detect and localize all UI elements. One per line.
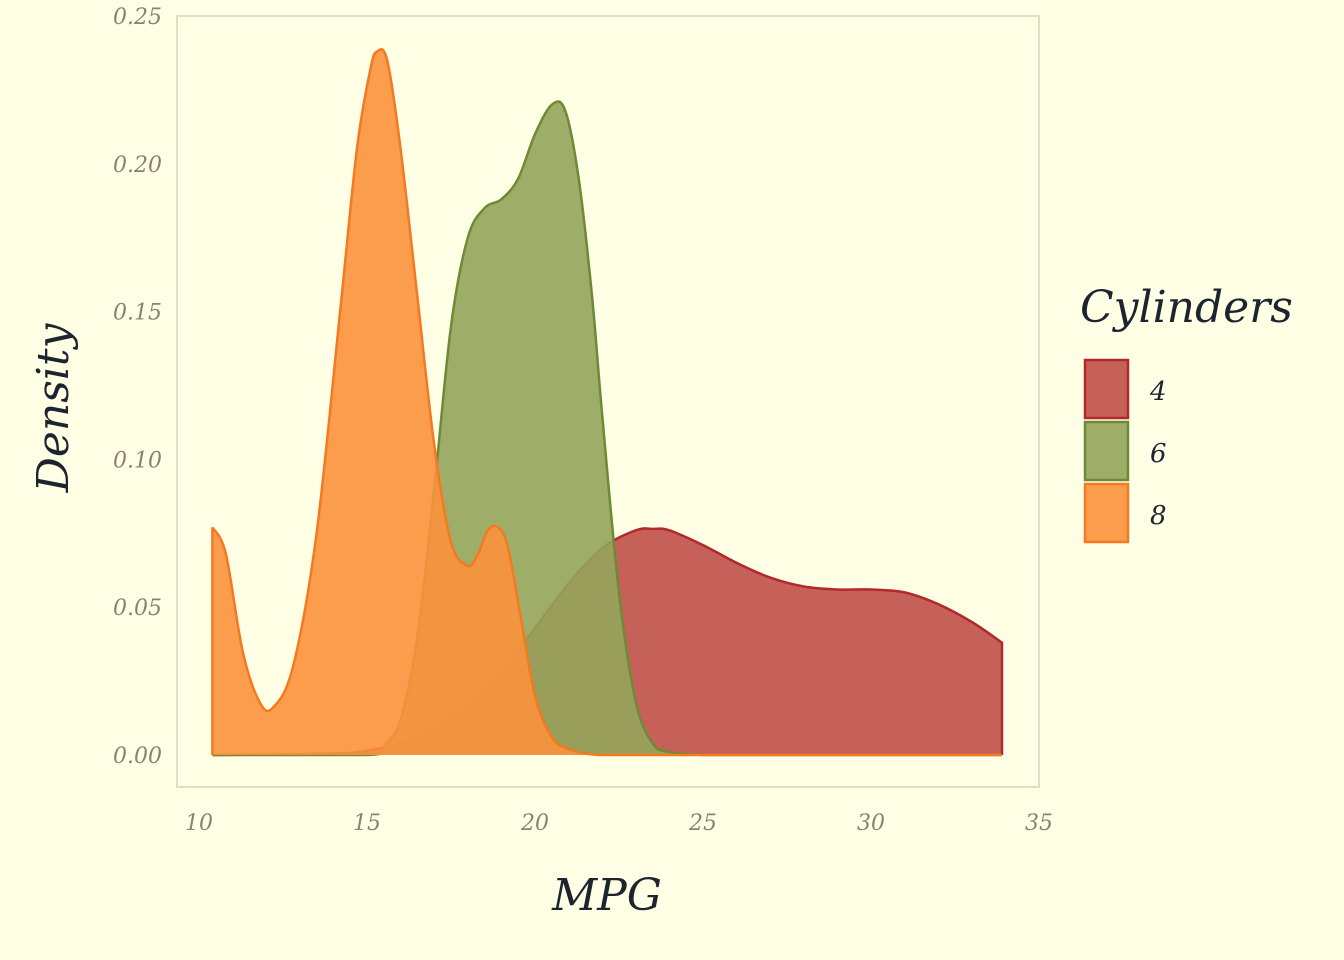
density-area-cyl-6 — [212, 101, 1002, 756]
legend-label-cyl-6: 6 — [1150, 439, 1167, 469]
x-tick-label: 35 — [1025, 811, 1053, 836]
density-areas — [211, 48, 1004, 757]
x-tick-label: 15 — [353, 811, 381, 836]
x-axis-title: MPG — [551, 870, 662, 921]
legend-title: Cylinders — [1080, 282, 1293, 333]
legend-label-cyl-4: 4 — [1149, 377, 1167, 407]
y-tick-label: 0.20 — [113, 153, 162, 178]
x-tick-label: 10 — [185, 811, 213, 836]
legend-key-cyl-6 — [1083, 420, 1130, 482]
x-tick-label: 25 — [688, 811, 717, 836]
plot-panel — [176, 15, 1040, 788]
y-tick-label: 0.00 — [113, 744, 162, 769]
x-tick-label: 20 — [520, 811, 549, 836]
x-axis-ticks: 10 15 20 25 30 35 — [185, 811, 1053, 836]
density-line-cyl-8 — [211, 48, 1002, 757]
legend-label-cyl-8: 8 — [1150, 501, 1167, 531]
legend-key-cyl-8 — [1083, 482, 1130, 544]
y-axis-ticks: 0.00 0.05 0.10 0.15 0.20 0.25 — [113, 5, 162, 769]
y-tick-label: 0.25 — [113, 5, 162, 30]
y-axis-title: Density — [28, 322, 79, 493]
y-tick-label: 0.15 — [113, 301, 162, 326]
density-area-cyl-8 — [212, 49, 1002, 755]
x-tick-label: 30 — [857, 811, 885, 836]
legend: 4 6 8 — [1083, 358, 1167, 544]
legend-key-cyl-4 — [1083, 358, 1130, 420]
y-tick-label: 0.10 — [113, 448, 162, 473]
y-tick-label: 0.05 — [113, 596, 162, 621]
